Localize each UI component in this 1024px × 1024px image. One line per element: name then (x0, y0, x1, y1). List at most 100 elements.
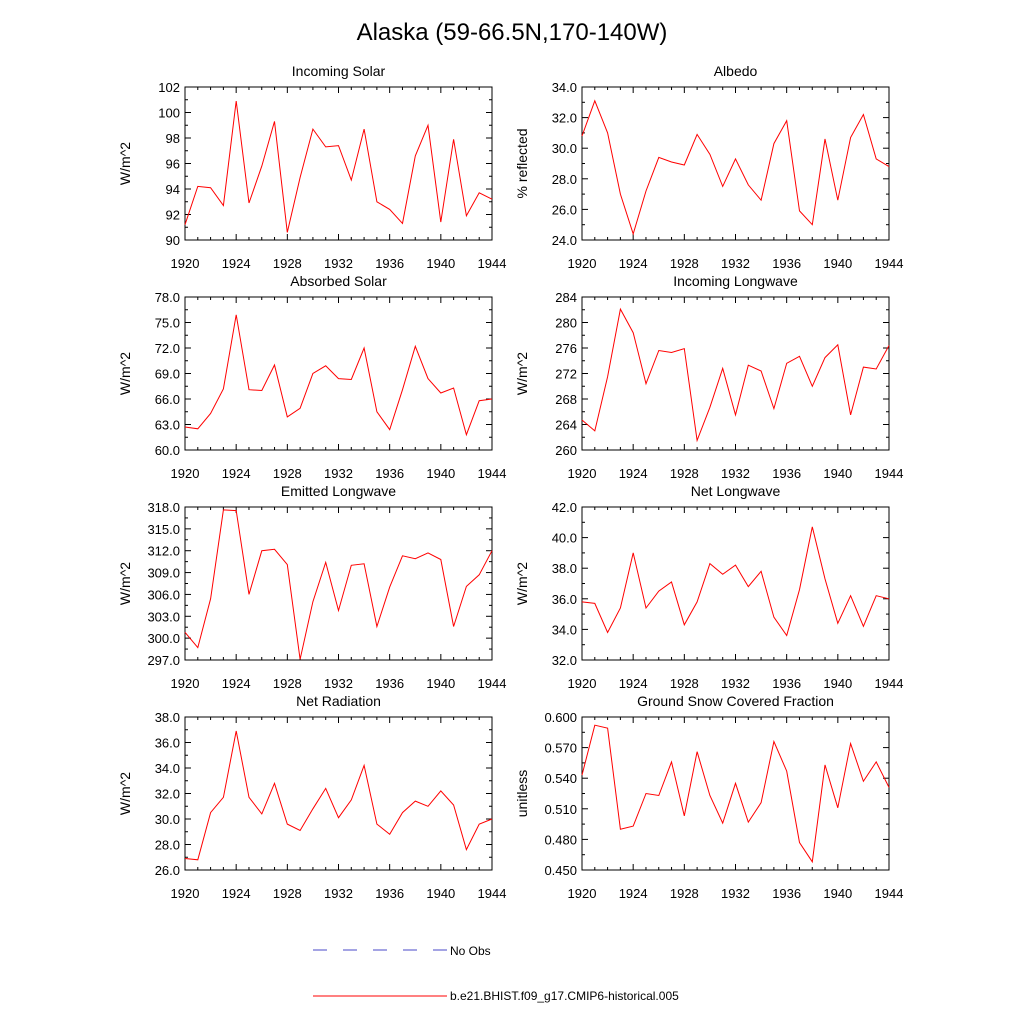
panel-incoming-longwave-xtick-label: 1920 (568, 466, 597, 481)
panel-absorbed-solar-xtick-label: 1928 (273, 466, 302, 481)
panel-incoming-longwave-series-line (581, 307, 890, 443)
panel-absorbed-solar-ytick-label: 60.0 (155, 443, 180, 458)
panel-albedo-ytick-label: 34.0 (552, 80, 577, 95)
panel-absorbed-solar-ytick-label: 78.0 (155, 290, 180, 305)
panel-ground-snow-covered-fraction-xtick-label: 1924 (619, 886, 648, 901)
panel-albedo-xtick-label: 1924 (619, 256, 648, 271)
panel-emitted-longwave-xtick-label: 1936 (375, 676, 404, 691)
panel-net-radiation-ytick-label: 28.0 (155, 838, 180, 853)
panel-incoming-longwave-xtick-label: 1944 (875, 466, 904, 481)
legend-model-label: b.e21.BHIST.f09_g17.CMIP6-historical.005 (450, 989, 679, 1003)
panel-absorbed-solar-ytick-label: 72.0 (155, 341, 180, 356)
panel-incoming-solar-xtick-label: 1920 (171, 256, 200, 271)
panel-incoming-solar-ytick-label: 94 (166, 182, 180, 197)
panel-emitted-longwave-xtick-label: 1928 (273, 676, 302, 691)
panel-emitted-longwave-ytick-label: 306.0 (147, 587, 180, 602)
chart-panels: 1920 1924 1928 1932 1936 1940 1944 90 92 94 96 98 10… (117, 63, 903, 901)
panel-absorbed-solar-ytick-label: 69.0 (155, 367, 180, 382)
panel-incoming-longwave-ylabel: W/m^2 (514, 352, 530, 395)
panel-ground-snow-covered-fraction-xtick-label: 1932 (721, 886, 750, 901)
panel-absorbed-solar-frame (184, 296, 493, 451)
panel-net-longwave-ytick-label: 32.0 (552, 653, 577, 668)
panel-incoming-longwave-ytick-label: 284 (555, 290, 577, 305)
panel-incoming-solar-ytick-label: 98 (166, 131, 180, 146)
panel-incoming-longwave-xtick-label: 1928 (670, 466, 699, 481)
panel-albedo-ytick-label: 32.0 (552, 111, 577, 126)
panel-ground-snow-covered-fraction-ytick-label: 0.510 (544, 802, 577, 817)
panel-incoming-solar-ytick-label: 92 (166, 208, 180, 223)
panel-incoming-longwave-xtick-label: 1940 (823, 466, 852, 481)
panel-net-radiation-xtick-label: 1936 (375, 886, 404, 901)
panel-ground-snow-covered-fraction: 1920 1924 1928 1932 1936 1940 1944 0.450 0.480 0.… (514, 693, 903, 901)
panel-incoming-solar-xtick-label: 1924 (222, 256, 251, 271)
panel-emitted-longwave-xtick-label: 1932 (324, 676, 353, 691)
panel-incoming-longwave-ytick-label: 272 (555, 367, 577, 382)
panel-absorbed-solar-series-line (184, 314, 493, 437)
panel-emitted-longwave-ytick-label: 297.0 (147, 653, 180, 668)
panel-net-radiation-xtick-label: 1924 (222, 886, 251, 901)
panel-net-longwave: 1920 1924 1928 1932 1936 1940 1944 32.0 34.0 36.0… (514, 483, 903, 691)
panel-absorbed-solar-ytick-label: 66.0 (155, 392, 180, 407)
panel-net-radiation-xtick-label: 1920 (171, 886, 200, 901)
panel-net-longwave-xtick-label: 1932 (721, 676, 750, 691)
panel-incoming-longwave-ytick-label: 260 (555, 443, 577, 458)
panel-ground-snow-covered-fraction-xtick-label: 1936 (772, 886, 801, 901)
panel-absorbed-solar-ylabel: W/m^2 (117, 352, 133, 395)
panel-albedo-xtick-label: 1928 (670, 256, 699, 271)
panel-albedo-xtick-label: 1936 (772, 256, 801, 271)
panel-albedo-ylabel: % reflected (514, 128, 530, 198)
panel-absorbed-solar-xtick-label: 1920 (171, 466, 200, 481)
main-title: Alaska (59-66.5N,170-140W) (357, 19, 668, 46)
panel-ground-snow-covered-fraction-frame (581, 716, 890, 871)
panel-ground-snow-covered-fraction-ylabel: unitless (514, 770, 530, 817)
panel-net-radiation-ytick-label: 32.0 (155, 787, 180, 802)
panel-albedo-xtick-label: 1932 (721, 256, 750, 271)
panel-albedo-title: Albedo (714, 63, 758, 79)
panel-ground-snow-covered-fraction-ytick-label: 0.480 (544, 832, 577, 847)
panel-net-longwave-ytick-label: 36.0 (552, 592, 577, 607)
panel-emitted-longwave-ytick-label: 312.0 (147, 544, 180, 559)
panel-net-longwave-xtick-label: 1924 (619, 676, 648, 691)
panel-net-longwave-series-line (581, 526, 890, 637)
panel-emitted-longwave-xtick-label: 1924 (222, 676, 251, 691)
panel-incoming-solar-ytick-label: 96 (166, 157, 180, 172)
panel-incoming-longwave-ytick-label: 268 (555, 392, 577, 407)
panel-net-radiation-ytick-label: 30.0 (155, 812, 180, 827)
panel-net-longwave-xtick-label: 1940 (823, 676, 852, 691)
panel-incoming-solar-xtick-label: 1940 (426, 256, 455, 271)
panel-ground-snow-covered-fraction-ytick-label: 0.450 (544, 863, 577, 878)
panel-absorbed-solar-ytick-label: 63.0 (155, 418, 180, 433)
panel-net-longwave-ytick-label: 34.0 (552, 622, 577, 637)
panel-absorbed-solar-ytick-label: 75.0 (155, 316, 180, 331)
panel-net-longwave-ylabel: W/m^2 (514, 562, 530, 605)
panel-emitted-longwave-xtick-label: 1940 (426, 676, 455, 691)
panel-incoming-solar-frame (184, 86, 493, 241)
panel-emitted-longwave-xtick-label: 1944 (478, 676, 507, 691)
panel-ground-snow-covered-fraction-ytick-label: 0.600 (544, 710, 577, 725)
panel-incoming-solar-ylabel: W/m^2 (117, 142, 133, 185)
panel-net-longwave-xtick-label: 1928 (670, 676, 699, 691)
panel-emitted-longwave-series-line (184, 509, 493, 660)
panel-net-longwave-xtick-label: 1936 (772, 676, 801, 691)
panel-net-longwave-xtick-label: 1944 (875, 676, 904, 691)
panel-absorbed-solar-xtick-label: 1936 (375, 466, 404, 481)
panel-emitted-longwave-title: Emitted Longwave (281, 483, 396, 499)
panel-incoming-longwave-ytick-label: 264 (555, 418, 577, 433)
panel-absorbed-solar-xtick-label: 1924 (222, 466, 251, 481)
panel-net-longwave-ytick-label: 42.0 (552, 500, 577, 515)
legend-no-obs-label: No Obs (450, 944, 491, 958)
panel-net-radiation-ytick-label: 34.0 (155, 761, 180, 776)
panel-net-radiation-xtick-label: 1940 (426, 886, 455, 901)
panel-absorbed-solar: 1920 1924 1928 1932 1936 1940 1944 60.0 63.0 66.0… (117, 273, 506, 481)
panel-incoming-longwave-ytick-label: 276 (555, 341, 577, 356)
panel-albedo-ytick-label: 24.0 (552, 233, 577, 248)
panel-net-radiation-title: Net Radiation (296, 693, 381, 709)
panel-absorbed-solar-xtick-label: 1940 (426, 466, 455, 481)
panel-incoming-solar-ytick-label: 102 (158, 80, 180, 95)
panel-net-longwave-title: Net Longwave (691, 483, 781, 499)
panel-albedo-series-line (581, 99, 890, 236)
panel-ground-snow-covered-fraction-xtick-label: 1928 (670, 886, 699, 901)
panel-incoming-solar-xtick-label: 1928 (273, 256, 302, 271)
panel-ground-snow-covered-fraction-ytick-label: 0.570 (544, 741, 577, 756)
panel-net-longwave-frame (581, 506, 890, 661)
